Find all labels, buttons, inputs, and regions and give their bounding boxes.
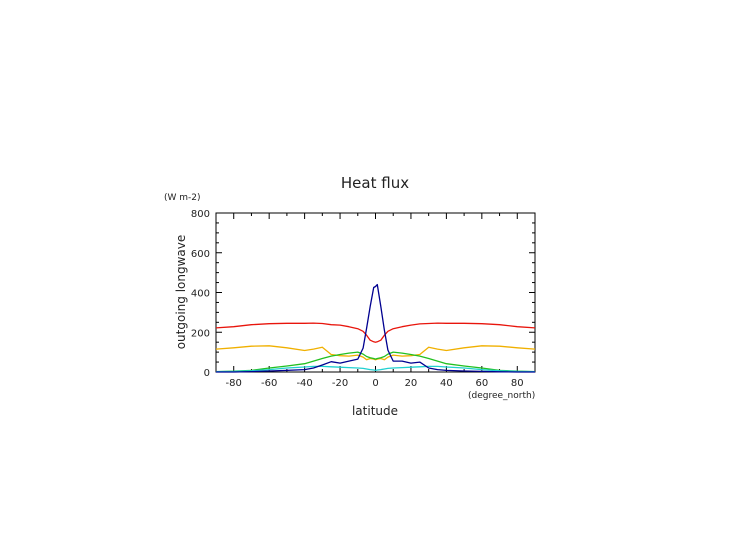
series-line-5 — [216, 283, 535, 373]
x-tick-label: 80 — [511, 378, 524, 389]
y-axis-label: outgoing longwave — [174, 235, 188, 350]
y-tick-label: 800 — [191, 209, 210, 220]
series-line-2 — [215, 345, 536, 361]
x-unit-label: (degree_north) — [468, 391, 535, 401]
series-line-4 — [215, 365, 536, 373]
x-tick-label: -40 — [296, 378, 312, 389]
y-tick-label: 600 — [191, 249, 210, 260]
chart-title: Heat flux — [341, 174, 409, 192]
y-tick-label: 0 — [204, 368, 210, 379]
x-tick-label: 0 — [372, 378, 378, 389]
series-line-3 — [215, 351, 536, 373]
x-axis-label: latitude — [352, 404, 398, 418]
series-line-1 — [215, 322, 536, 343]
x-tick-label: -80 — [226, 378, 242, 389]
x-tick-label: 40 — [440, 378, 453, 389]
y-unit-label: (W m-2) — [164, 193, 201, 203]
x-tick-label: 20 — [405, 378, 418, 389]
x-tick-label: -60 — [261, 378, 277, 389]
y-tick-label: 400 — [191, 289, 210, 300]
y-tick-label: 200 — [191, 328, 210, 339]
x-tick-label: 60 — [475, 378, 488, 389]
plot-frame — [215, 212, 536, 373]
x-tick-label: -20 — [332, 378, 348, 389]
